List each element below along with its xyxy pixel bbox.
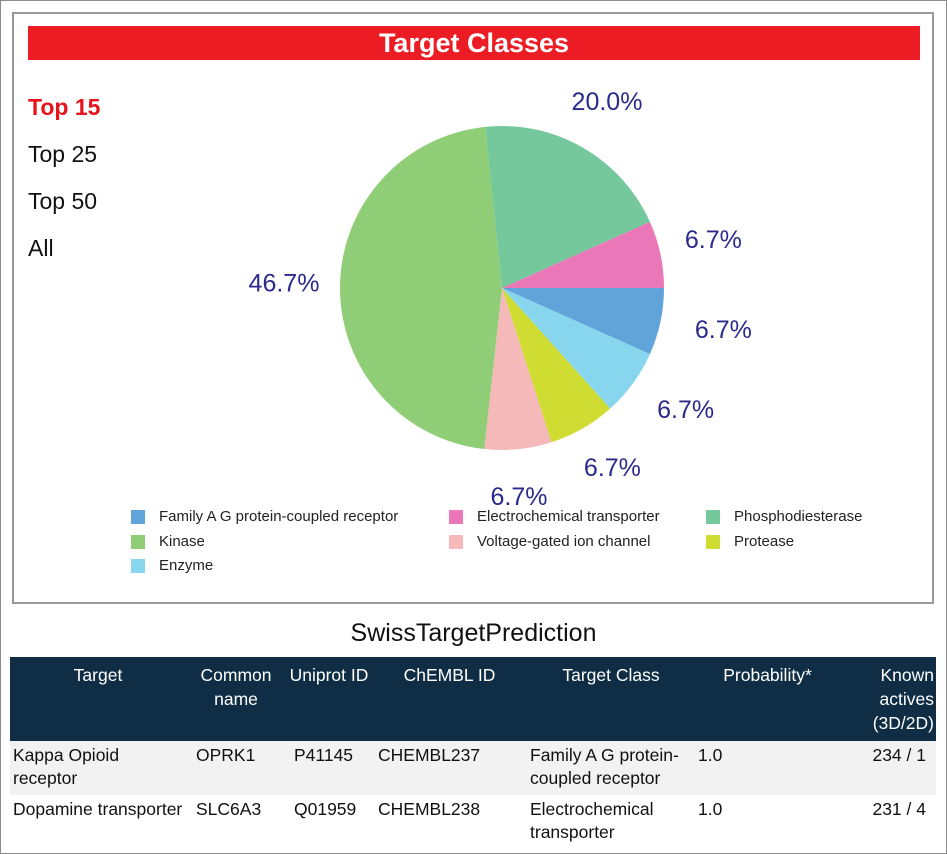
col-header-uniprot-id: Uniprot ID <box>286 657 372 741</box>
pie-label-family-a-g-protein-coupled-receptor: 6.7% <box>695 316 752 344</box>
legend-item-electrochemical: Electrochemical transporter <box>449 508 660 525</box>
pie-label-protease: 6.7% <box>584 454 641 482</box>
pie-slice-enzyme <box>502 288 650 409</box>
cell-chembl-id: CHEMBL237 <box>372 741 527 795</box>
pie-label-voltage-gated-ion-channel: 6.7% <box>491 483 548 511</box>
legend-label-protease: Protease <box>734 533 795 550</box>
pie-label-enzyme: 6.7% <box>657 396 714 424</box>
cell-target-class: Electrochemical transporter <box>527 795 695 849</box>
cell-probability: 1.0 <box>695 795 840 849</box>
pie-slice-phosphodiesterase <box>485 125 650 288</box>
legend-swatch-voltage-gated <box>449 534 463 549</box>
legend-item-protease: Protease <box>706 533 794 550</box>
pie-label-electrochemical-transporter: 6.7% <box>685 226 742 254</box>
cell-common-name: SLC6A3 <box>186 795 286 849</box>
cell-known-actives: 231 / 4 <box>840 795 936 849</box>
cell-uniprot-id: Q01959 <box>286 795 372 849</box>
all-link[interactable]: All <box>28 235 54 261</box>
cell-chembl-id: CHEMBL238 <box>372 795 527 849</box>
col-header-known-actives: Known actives (3D/2D) <box>840 657 936 741</box>
cell-common-name: OPRK1 <box>186 741 286 795</box>
col-header-target-class: Target Class <box>527 657 695 741</box>
col-header-common-name: Common name <box>186 657 286 741</box>
pie-slice-voltage-gated-ion-channel <box>484 288 552 451</box>
legend-label-voltage-gated: Voltage-gated ion channel <box>477 533 651 550</box>
cell-uniprot-id: P41145 <box>286 741 372 795</box>
pie-slice-electrochemical-transporter <box>502 221 664 288</box>
top-15-link[interactable]: Top 15 <box>28 94 101 120</box>
chart-panel: Target Classes Top 15 Top 25 Top 50 All … <box>12 12 934 604</box>
legend-label-electrochemical: Electrochemical transporter <box>477 508 660 525</box>
legend-item-enzyme: Enzyme <box>131 557 213 574</box>
top-25-link[interactable]: Top 25 <box>28 141 98 167</box>
table-title: SwissTargetPrediction <box>350 619 597 647</box>
table-row: Dopamine transporter SLC6A3 Q01959 CHEMB… <box>10 795 936 849</box>
col-header-target: Target <box>10 657 186 741</box>
legend-label-gpcr: Family A G protein-coupled receptor <box>159 508 399 525</box>
legend-swatch-kinase <box>131 534 145 549</box>
table-header-row: Target Common name Uniprot ID ChEMBL ID … <box>10 657 936 741</box>
legend-label-kinase: Kinase <box>159 533 205 550</box>
legend-swatch-electrochemical <box>449 509 463 524</box>
legend-swatch-protease <box>706 534 720 549</box>
pie-label-phosphodiesterase: 20.0% <box>572 88 643 116</box>
legend-label-phosphodiesterase: Phosphodiesterase <box>734 508 863 525</box>
cell-target: Kappa Opioid receptor <box>10 741 186 795</box>
legend-swatch-gpcr <box>131 509 145 524</box>
chart-title: Target Classes <box>28 26 920 60</box>
pie-chart: 6.7% 6.7% 6.7% 6.7% 46.7% 20.0% 6.7% <box>249 88 752 511</box>
col-header-chembl-id: ChEMBL ID <box>372 657 527 741</box>
legend-swatch-enzyme <box>131 558 145 573</box>
pie-label-kinase: 46.7% <box>249 269 320 297</box>
pie-slice-protease <box>502 288 611 443</box>
cell-known-actives: 234 / 1 <box>840 741 936 795</box>
cell-target-class: Family A G protein-coupled receptor <box>527 741 695 795</box>
legend-item-kinase: Kinase <box>131 533 205 550</box>
prediction-table: Target Common name Uniprot ID ChEMBL ID … <box>10 657 936 849</box>
legend-swatch-phosphodiesterase <box>706 509 720 524</box>
cell-probability: 1.0 <box>695 741 840 795</box>
legend-label-enzyme: Enzyme <box>159 557 214 574</box>
legend-item-phosphodiesterase: Phosphodiesterase <box>706 508 862 525</box>
legend-item-gpcr: Family A G protein-coupled receptor <box>131 508 398 525</box>
pie-slice-family-a-g-protein-coupled-receptor <box>502 288 664 355</box>
col-header-probability: Probability* <box>695 657 840 741</box>
cell-target: Dopamine transporter <box>10 795 186 849</box>
legend-item-voltage-gated: Voltage-gated ion channel <box>449 533 650 550</box>
top-50-link[interactable]: Top 50 <box>28 188 98 214</box>
pie-slice-kinase <box>340 126 502 450</box>
table-row: Kappa Opioid receptor OPRK1 P41145 CHEMB… <box>10 741 936 795</box>
